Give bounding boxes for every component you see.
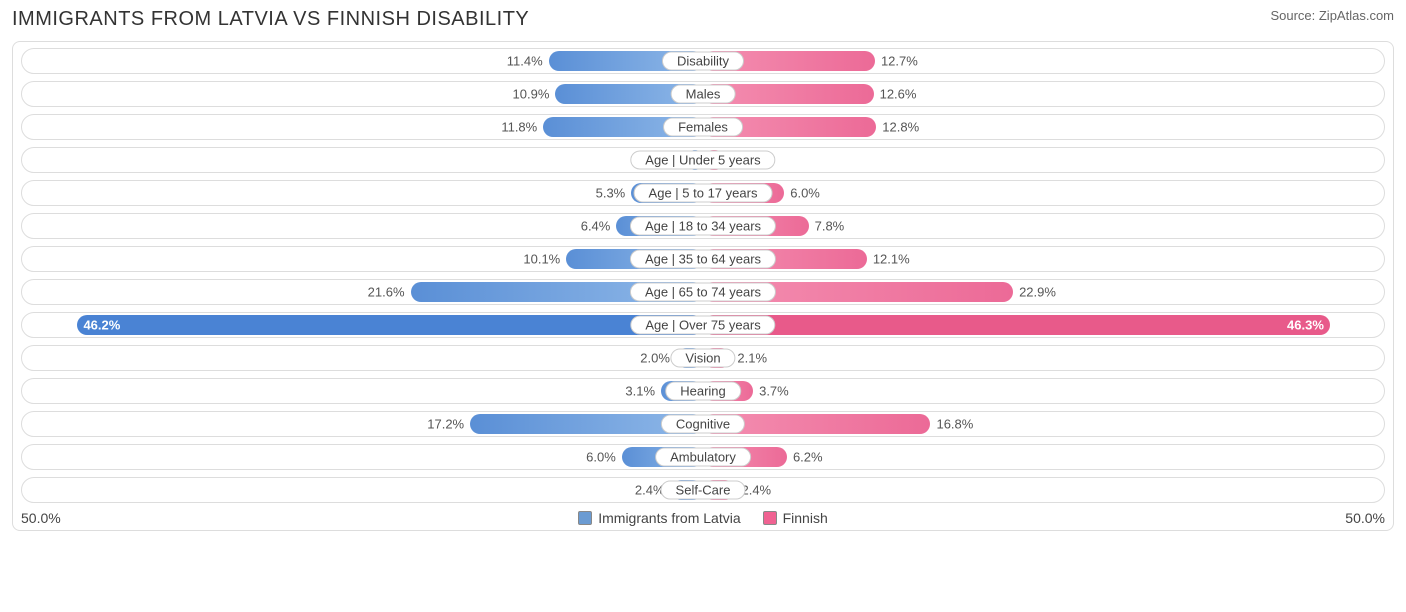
category-label: Males <box>671 85 736 104</box>
value-left: 21.6% <box>368 285 405 300</box>
value-left: 6.4% <box>581 219 611 234</box>
value-right: 16.8% <box>936 417 973 432</box>
chart-row: 21.6% 22.9% Age | 65 to 74 years <box>21 279 1385 305</box>
value-right: 6.2% <box>793 450 823 465</box>
value-left: 5.3% <box>596 186 626 201</box>
chart-row: 5.3% 6.0% Age | 5 to 17 years <box>21 180 1385 206</box>
category-label: Age | 5 to 17 years <box>634 184 773 203</box>
value-right: 3.7% <box>759 384 789 399</box>
bar-right <box>703 315 1330 335</box>
category-label: Hearing <box>665 382 741 401</box>
value-right: 12.7% <box>881 54 918 69</box>
chart-source: Source: ZipAtlas.com <box>1270 8 1394 23</box>
category-label: Cognitive <box>661 415 745 434</box>
value-right: 46.3% <box>1287 318 1324 333</box>
axis-label-left: 50.0% <box>21 510 61 526</box>
value-left: 6.0% <box>586 450 616 465</box>
chart-title: IMMIGRANTS FROM LATVIA VS FINNISH DISABI… <box>12 8 529 31</box>
value-right: 12.6% <box>880 87 917 102</box>
chart-row: 2.4%2.4%Self-Care <box>21 477 1385 503</box>
chart-row: 6.4% 7.8% Age | 18 to 34 years <box>21 213 1385 239</box>
value-right: 12.8% <box>882 120 919 135</box>
chart-row: 10.1% 12.1% Age | 35 to 64 years <box>21 246 1385 272</box>
value-left: 11.8% <box>501 120 537 135</box>
bar-left <box>77 315 703 335</box>
value-left: 2.0% <box>640 351 670 366</box>
value-right: 22.9% <box>1019 285 1056 300</box>
chart-row: 17.2% 16.8% Cognitive <box>21 411 1385 437</box>
legend-label-right: Finnish <box>783 510 828 526</box>
value-right: 7.8% <box>815 219 845 234</box>
chart-header: IMMIGRANTS FROM LATVIA VS FINNISH DISABI… <box>12 8 1394 31</box>
legend-swatch-right <box>763 511 777 525</box>
legend-label-left: Immigrants from Latvia <box>598 510 740 526</box>
category-label: Age | Under 5 years <box>630 151 775 170</box>
value-left: 10.9% <box>513 87 550 102</box>
value-right: 2.4% <box>741 483 771 498</box>
category-label: Age | 65 to 74 years <box>630 283 776 302</box>
category-label: Age | 35 to 64 years <box>630 250 776 269</box>
value-left: 11.4% <box>507 54 543 69</box>
legend-item-left: Immigrants from Latvia <box>578 510 740 526</box>
legend: Immigrants from Latvia Finnish <box>61 510 1346 526</box>
category-label: Age | 18 to 34 years <box>630 217 776 236</box>
chart-row: 10.9% 12.6% Males <box>21 81 1385 107</box>
category-label: Age | Over 75 years <box>630 316 775 335</box>
value-left: 46.2% <box>83 318 120 333</box>
value-right: 2.1% <box>737 351 767 366</box>
category-label: Females <box>663 118 743 137</box>
chart-row: 46.2% 46.3% Age | Over 75 years <box>21 312 1385 338</box>
legend-item-right: Finnish <box>763 510 828 526</box>
value-left: 3.1% <box>625 384 655 399</box>
axis-label-right: 50.0% <box>1345 510 1385 526</box>
chart-row: 1.2%1.6%Age | Under 5 years <box>21 147 1385 173</box>
chart-row: 11.8% 12.8% Females <box>21 114 1385 140</box>
value-left: 10.1% <box>523 252 560 267</box>
chart-row: 3.1% 3.7% Hearing <box>21 378 1385 404</box>
chart-row: 11.4% 12.7% Disability <box>21 48 1385 74</box>
category-label: Disability <box>662 52 744 71</box>
chart-row: 2.0% 2.1%Vision <box>21 345 1385 371</box>
chart-footer: 50.0% Immigrants from Latvia Finnish 50.0% <box>21 510 1385 526</box>
category-label: Self-Care <box>661 481 746 500</box>
value-right: 12.1% <box>873 252 910 267</box>
legend-swatch-left <box>578 511 592 525</box>
category-label: Vision <box>670 349 735 368</box>
value-left: 17.2% <box>427 417 464 432</box>
category-label: Ambulatory <box>655 448 751 467</box>
diverging-bar-chart: 11.4% 12.7% Disability 10.9% 12.6% Males 11.8%… <box>12 41 1394 531</box>
value-right: 6.0% <box>790 186 820 201</box>
chart-row: 6.0% 6.2% Ambulatory <box>21 444 1385 470</box>
